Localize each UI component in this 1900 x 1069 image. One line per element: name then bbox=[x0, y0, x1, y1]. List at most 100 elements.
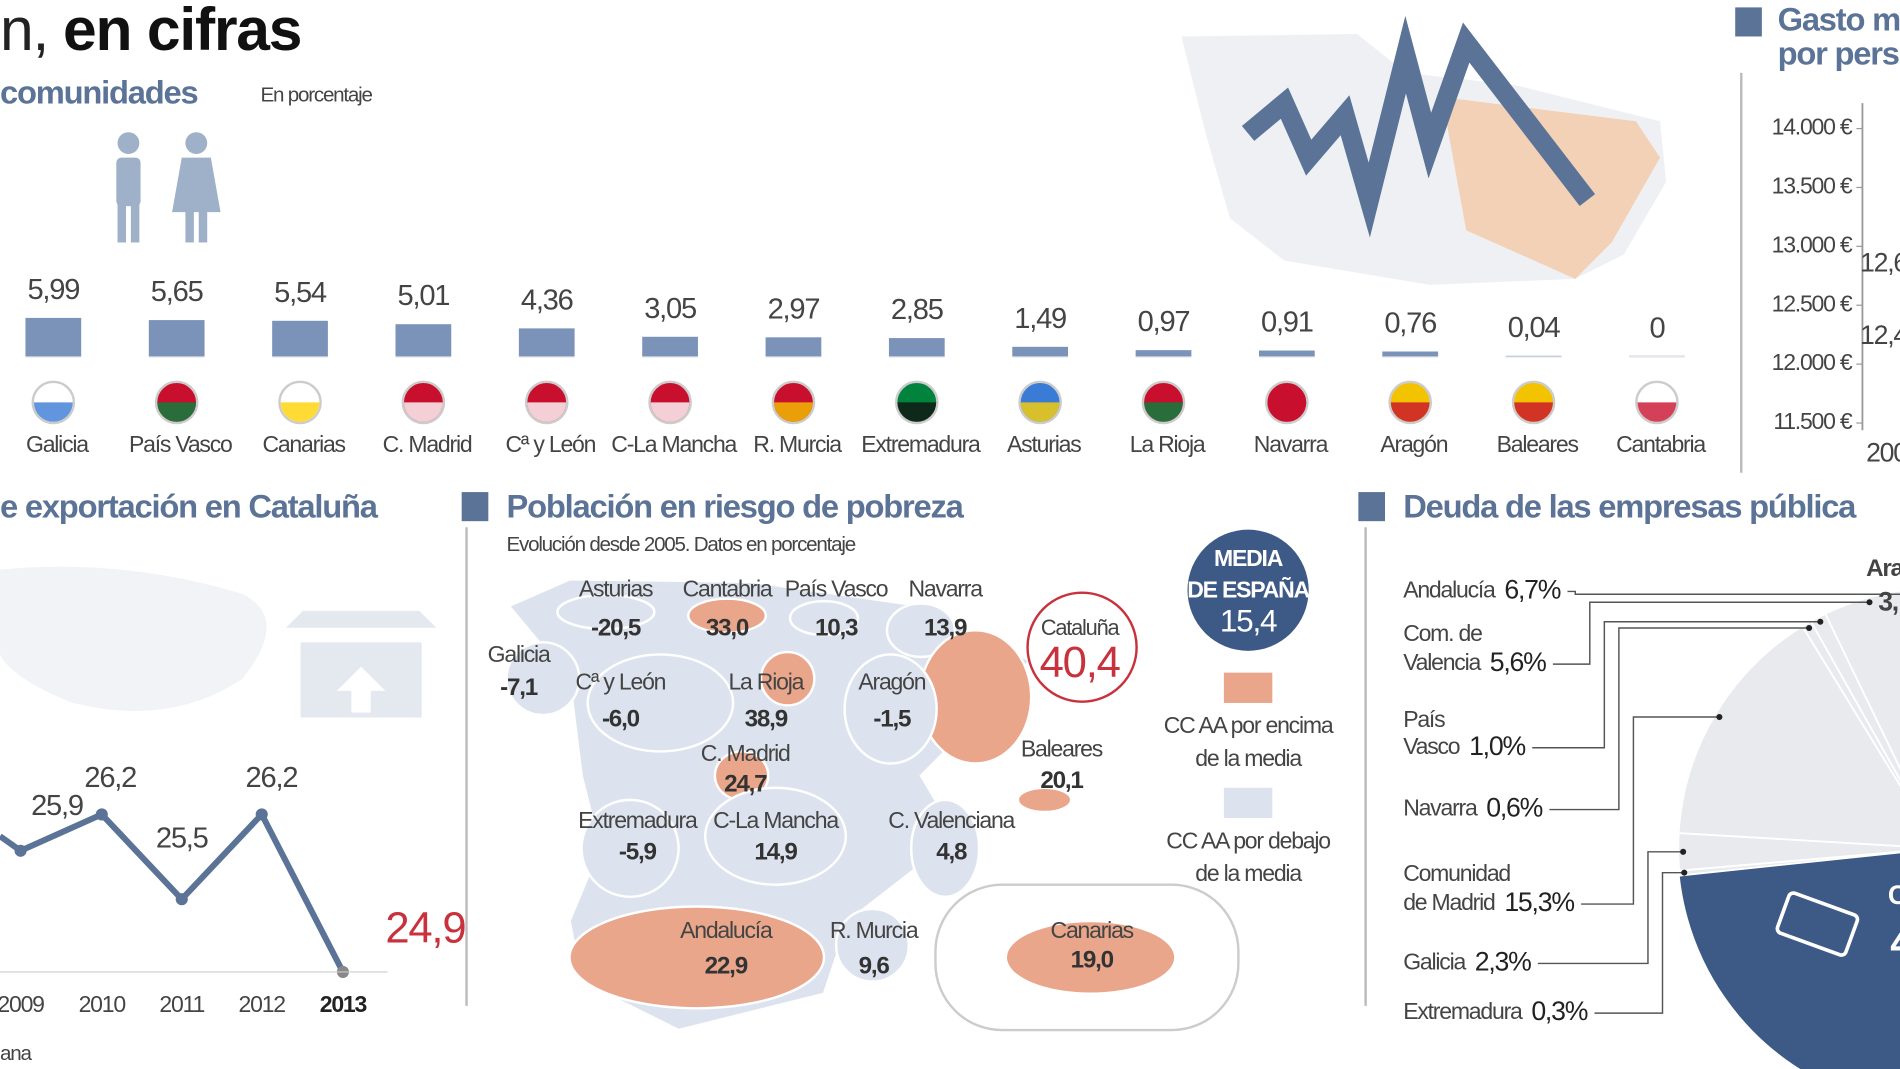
value-label: 25,5 bbox=[156, 823, 208, 855]
region bbox=[885, 602, 957, 659]
leader-line bbox=[1594, 871, 1685, 1014]
pie-slice bbox=[1677, 625, 1900, 847]
bar bbox=[1258, 350, 1315, 357]
slice-name: País bbox=[1403, 706, 1445, 732]
category-label: R. Murcia bbox=[753, 431, 842, 457]
legend-label: de la media bbox=[1195, 745, 1302, 771]
slice-name: Navarra bbox=[1403, 795, 1478, 821]
slice-name: de Madrid bbox=[1403, 889, 1495, 915]
category-label: C. Madrid bbox=[383, 431, 472, 457]
pie-other bbox=[1679, 852, 1900, 1069]
region-name: Galicia bbox=[488, 641, 551, 667]
legend-label: CC AA por debajo bbox=[1166, 827, 1330, 853]
mean-title: DE ESPAÑA bbox=[1187, 576, 1310, 603]
region-value: 33,0 bbox=[706, 614, 749, 641]
value-label: 2,97 bbox=[768, 293, 820, 325]
slice-value: 0,6% bbox=[1486, 793, 1542, 823]
region-value: -5,9 bbox=[619, 839, 657, 866]
flag-detail bbox=[1637, 402, 1677, 422]
region-value: 9,6 bbox=[859, 952, 890, 979]
chart-title: e exportación en Cataluña bbox=[0, 488, 379, 525]
category-label: Cª y León bbox=[506, 431, 596, 457]
region bbox=[1004, 919, 1177, 995]
x-tick-label: 2009 bbox=[0, 991, 44, 1017]
region-value: 13,9 bbox=[924, 614, 967, 641]
region-name: Aragón bbox=[858, 669, 925, 695]
region-value: 38,9 bbox=[745, 705, 788, 732]
value-label: 24,9 bbox=[385, 904, 465, 952]
bar bbox=[642, 336, 698, 357]
region-name: Cantabria bbox=[683, 575, 773, 601]
region-name: País Vasco bbox=[785, 575, 888, 601]
point bbox=[175, 893, 188, 906]
slice-value: 6,7% bbox=[1504, 574, 1560, 604]
slice-value: 2,3% bbox=[1475, 947, 1531, 977]
category-label: C-La Mancha bbox=[611, 431, 737, 457]
annotation: Ara bbox=[1866, 555, 1900, 582]
flag-detail bbox=[403, 402, 443, 422]
y-tick-label: 14.000 € bbox=[1772, 114, 1853, 140]
category-label: Baleares bbox=[1497, 431, 1579, 457]
leader-dot bbox=[1680, 848, 1687, 855]
leader-dot bbox=[1817, 618, 1824, 625]
y-tick-label: 13.000 € bbox=[1772, 231, 1853, 257]
value-label: 5,01 bbox=[398, 280, 450, 312]
annotation: C bbox=[1888, 880, 1900, 910]
value-label: 4,36 bbox=[521, 284, 573, 316]
region-name: Cª y León bbox=[576, 669, 666, 695]
bar bbox=[888, 338, 945, 357]
region-name: C. Madrid bbox=[701, 740, 790, 766]
flag-detail bbox=[1144, 402, 1183, 422]
value-label: 26,2 bbox=[246, 762, 298, 794]
region-value: 19,0 bbox=[1071, 946, 1114, 973]
value-label: 0,04 bbox=[1508, 312, 1561, 344]
flag-detail bbox=[1390, 402, 1430, 422]
slice-value: 15,3% bbox=[1504, 887, 1574, 917]
chart-title: Deuda de las empresas pública bbox=[1403, 488, 1857, 525]
region bbox=[1016, 786, 1073, 814]
region bbox=[759, 650, 816, 707]
flag-detail bbox=[1514, 402, 1553, 422]
flag-detail bbox=[650, 402, 690, 422]
chart-subtitle: En porcentaje bbox=[261, 83, 373, 106]
slice-value: 0,3% bbox=[1531, 996, 1587, 1026]
x-tick-label: 2012 bbox=[239, 991, 286, 1017]
region-name: C-La Mancha bbox=[713, 807, 839, 833]
annotation: 4 bbox=[1890, 919, 1900, 965]
region bbox=[580, 798, 680, 899]
bar bbox=[272, 320, 328, 357]
highlight-ring bbox=[1026, 591, 1138, 703]
category-label: Extremadura bbox=[861, 431, 981, 457]
region-name: Extremadura bbox=[578, 807, 698, 833]
region-value: 4,8 bbox=[936, 839, 967, 866]
value-label: 26,2 bbox=[84, 762, 136, 794]
region-name: Canarias bbox=[1051, 917, 1134, 943]
flag-detail bbox=[527, 402, 567, 422]
leader-line bbox=[1549, 627, 1810, 811]
point bbox=[255, 808, 268, 821]
x-tick-label: 2013 bbox=[320, 991, 367, 1017]
point bbox=[14, 844, 27, 857]
region bbox=[788, 599, 860, 637]
mean-badge bbox=[1187, 529, 1309, 651]
slice-name: Andalucía bbox=[1403, 577, 1496, 603]
value-label: 0,97 bbox=[1138, 306, 1190, 338]
x-tick-label: 2010 bbox=[79, 991, 126, 1017]
chart-title: Gasto m bbox=[1778, 1, 1900, 38]
region-value: 20,1 bbox=[1040, 767, 1083, 794]
value-label: 5,54 bbox=[274, 277, 327, 309]
slice-name: Galicia bbox=[1403, 949, 1466, 975]
category-label: Asturias bbox=[1007, 431, 1081, 457]
category-label: Galicia bbox=[26, 431, 89, 457]
y-tick-label: 13.500 € bbox=[1772, 173, 1853, 199]
region bbox=[834, 907, 911, 983]
region-value: 14,9 bbox=[754, 839, 797, 866]
region bbox=[704, 786, 848, 886]
leader-line bbox=[1567, 590, 1900, 595]
leader-line bbox=[1532, 621, 1821, 749]
money-icon bbox=[1775, 891, 1860, 957]
region-value: -6,0 bbox=[602, 705, 640, 732]
slice-name: Extremadura bbox=[1403, 998, 1523, 1024]
flag-detail bbox=[280, 402, 320, 422]
